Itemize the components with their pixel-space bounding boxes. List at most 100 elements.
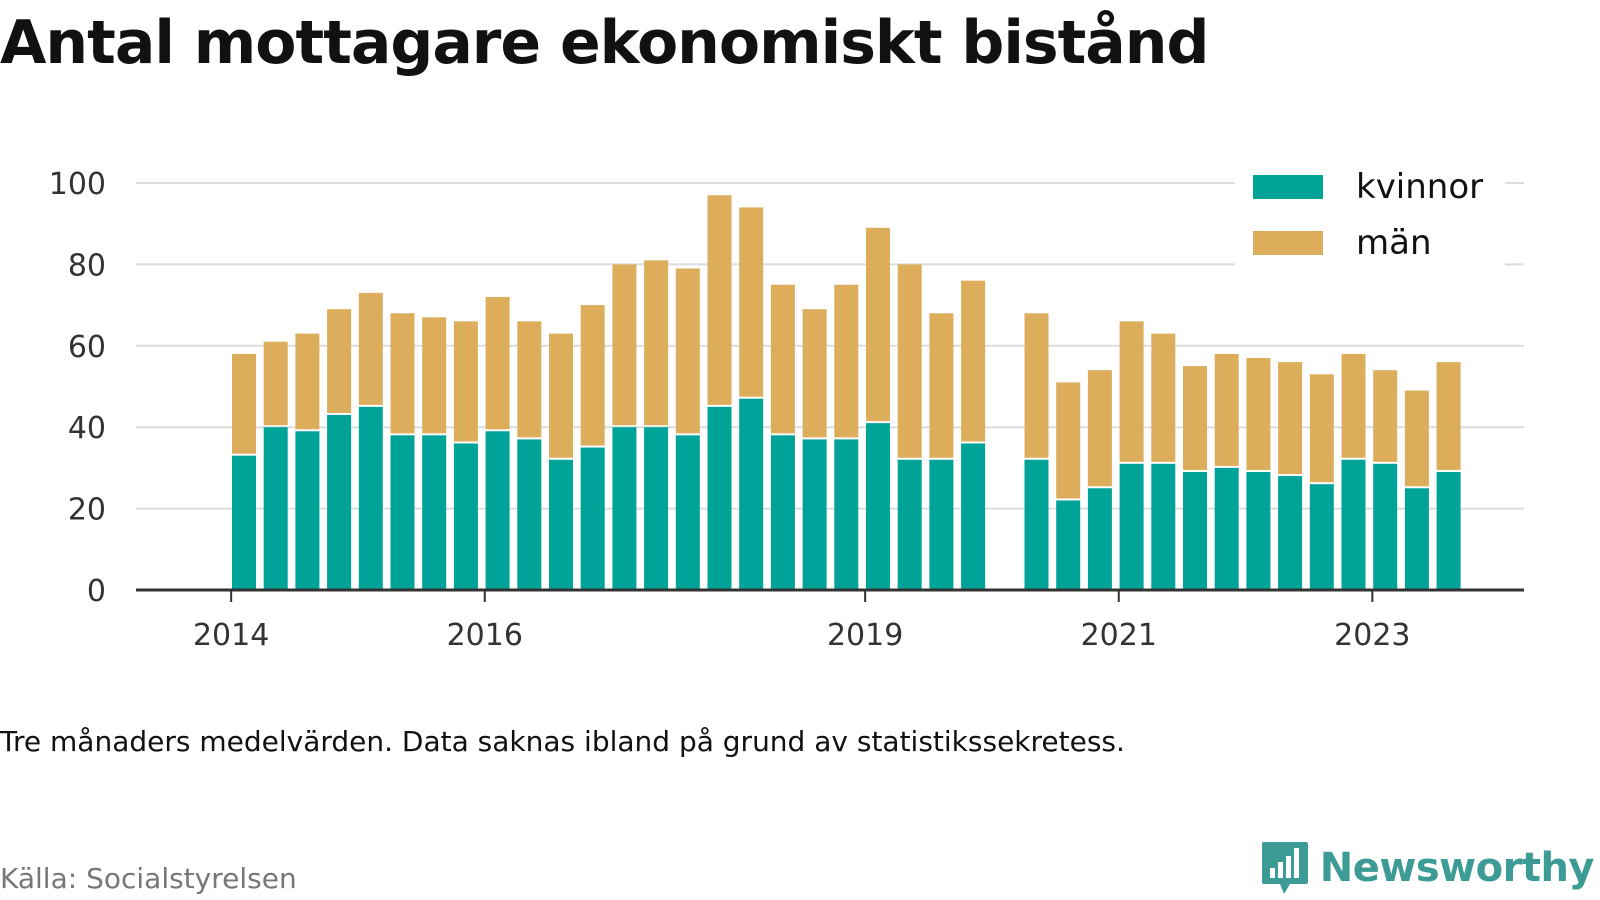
bar-man	[327, 309, 352, 413]
x-tick-label: 2019	[827, 618, 903, 653]
x-tick-label: 2016	[447, 618, 523, 653]
legend: kvinnor män	[1235, 158, 1505, 268]
bar-man	[897, 264, 922, 458]
bar-man	[707, 195, 732, 405]
bar-kvinnor	[1214, 467, 1239, 590]
bar-man	[675, 268, 700, 434]
brand-name: Newsworthy	[1319, 845, 1595, 891]
brand-logo[interactable]: Newsworthy	[1260, 840, 1595, 896]
bar-man	[1373, 370, 1398, 462]
bar-man	[1214, 353, 1239, 466]
bar-kvinnor	[263, 427, 288, 590]
bar-kvinnor	[644, 427, 669, 590]
x-tick-label: 2023	[1334, 618, 1410, 653]
x-tick-label: 2021	[1081, 618, 1157, 653]
y-tick-label: 0	[87, 574, 106, 609]
legend-label: män	[1356, 223, 1432, 263]
bar-man	[961, 280, 986, 442]
bar-man	[1309, 374, 1334, 483]
legend-swatch	[1253, 175, 1323, 199]
bar-kvinnor	[390, 435, 415, 590]
bar-man	[295, 333, 320, 430]
source-label: Källa: Socialstyrelsen	[0, 862, 297, 895]
bar-kvinnor	[612, 427, 637, 590]
bar-man	[1246, 358, 1271, 470]
bar-kvinnor	[770, 435, 795, 590]
bar-man	[1119, 321, 1144, 462]
bar-kvinnor	[580, 447, 605, 590]
bar-kvinnor	[1246, 471, 1271, 590]
bar-man	[1151, 333, 1176, 462]
bar-kvinnor	[1183, 471, 1207, 590]
bar-man	[453, 321, 478, 442]
y-tick-label: 80	[68, 248, 106, 283]
y-tick-label: 60	[68, 330, 106, 365]
bar-man	[612, 264, 637, 426]
bar-man	[1436, 362, 1461, 470]
bar-kvinnor	[1151, 463, 1176, 590]
bar-kvinnor	[1119, 463, 1144, 590]
bar-man	[739, 207, 764, 397]
chart-note: Tre månaders medelvärden. Data saknas ib…	[0, 725, 1125, 758]
bar-man	[1087, 370, 1112, 487]
bar-kvinnor	[675, 435, 700, 590]
bar-kvinnor	[232, 455, 256, 590]
bar-kvinnor	[866, 423, 890, 590]
bar-kvinnor	[327, 414, 352, 590]
bar-kvinnor	[1278, 476, 1303, 590]
bar-kvinnor	[897, 459, 922, 590]
bar-man	[1183, 366, 1207, 470]
bar-man	[580, 305, 605, 446]
bar-kvinnor	[295, 431, 320, 590]
bar-man	[485, 296, 510, 430]
chart-title: Antal mottagare ekonomiskt bistånd	[0, 8, 1209, 78]
bar-kvinnor	[739, 398, 764, 590]
bar-kvinnor	[422, 435, 447, 590]
bar-kvinnor	[707, 406, 732, 590]
bar-kvinnor	[1087, 488, 1112, 590]
bar-kvinnor	[1404, 488, 1429, 590]
bar-man	[549, 333, 573, 458]
bar-man	[866, 227, 890, 422]
stacked-bar-chart: 0 20 40 60 80 100 2014 2016 2019 2021 2023 kvinnor…	[48, 158, 1524, 653]
x-tick-label: 2014	[193, 618, 269, 653]
bar-kvinnor	[1373, 463, 1398, 590]
bar-kvinnor	[802, 439, 827, 590]
bar-kvinnor	[1309, 484, 1334, 590]
y-tick-label: 20	[68, 493, 106, 528]
bar-man	[802, 309, 827, 438]
bar-kvinnor	[929, 459, 954, 590]
bar-kvinnor	[961, 443, 986, 590]
y-tick-label: 100	[49, 167, 106, 202]
bar-kvinnor	[358, 406, 383, 590]
bar-kvinnor	[1341, 459, 1366, 590]
bar-man	[1341, 353, 1366, 458]
bar-man	[644, 260, 669, 426]
y-tick-label: 40	[68, 411, 106, 446]
bar-kvinnor	[834, 439, 859, 590]
bar-kvinnor	[517, 439, 542, 590]
bar-man	[834, 284, 859, 438]
bar-kvinnor	[485, 431, 510, 590]
bar-man	[929, 313, 954, 458]
bar-man	[1056, 382, 1081, 499]
bar-kvinnor	[1056, 500, 1081, 590]
axes: 0 20 40 60 80 100 2014 2016 2019 2021 2023	[49, 167, 1524, 653]
bar-man	[390, 313, 415, 434]
bar-man	[263, 341, 288, 426]
bar-man	[1278, 362, 1303, 475]
bar-kvinnor	[549, 459, 573, 590]
legend-swatch	[1253, 231, 1323, 255]
bar-man	[517, 321, 542, 438]
bar-man	[422, 317, 447, 434]
bar-kvinnor	[1024, 459, 1049, 590]
bar-man	[232, 353, 256, 454]
bar-man	[358, 292, 383, 405]
legend-label: kvinnor	[1356, 167, 1483, 207]
bar-man	[1404, 390, 1429, 487]
bar-kvinnor	[453, 443, 478, 590]
bar-man	[1024, 313, 1049, 458]
bar-chart-speech-icon	[1261, 842, 1308, 894]
bar-kvinnor	[1436, 471, 1461, 590]
bars	[232, 195, 1461, 590]
